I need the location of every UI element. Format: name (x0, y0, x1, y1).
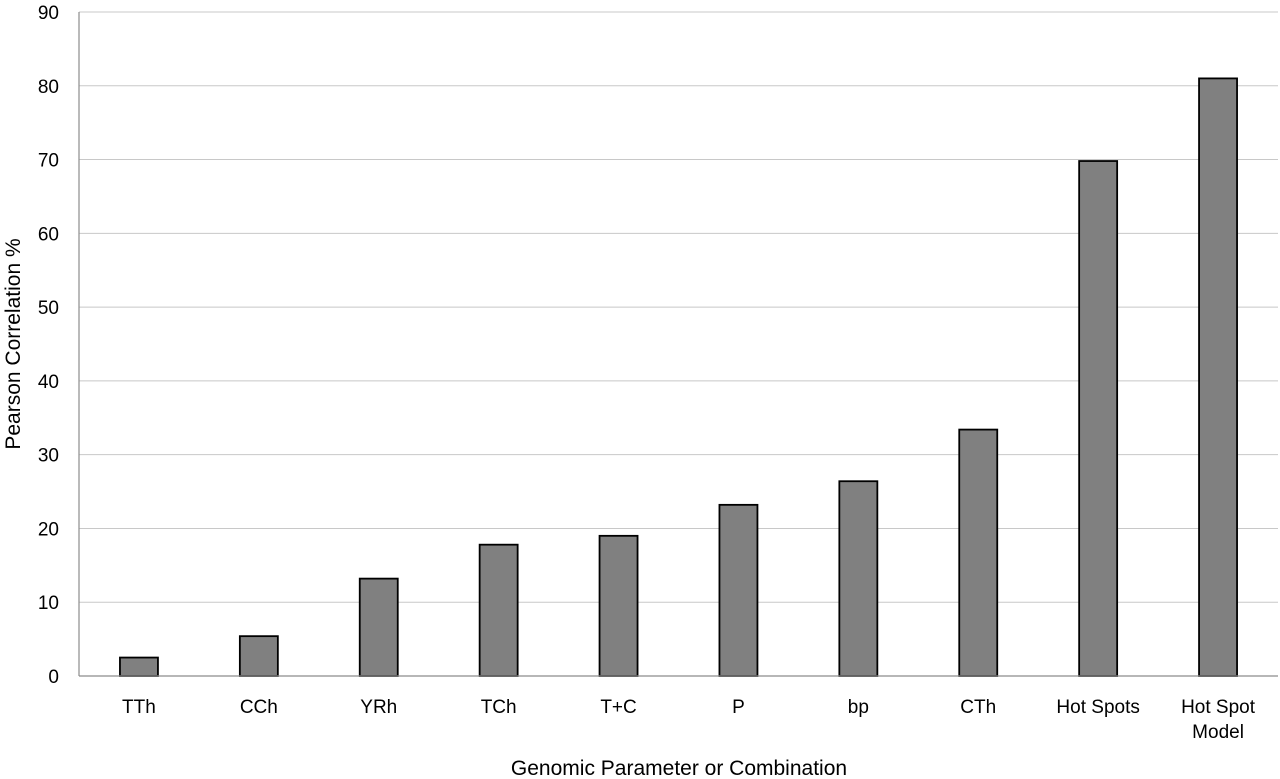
x-tick-label: T+C (600, 697, 636, 718)
y-tick-label: 70 (38, 151, 59, 172)
bar (358, 577, 399, 677)
y-tick-label: 10 (38, 593, 59, 614)
bar (119, 656, 159, 677)
x-tick-label: TCh (481, 697, 517, 718)
x-tick-label: CCh (240, 697, 278, 718)
bar (958, 428, 999, 677)
y-tick-label: 30 (38, 446, 59, 467)
y-tick-label: 60 (38, 224, 59, 245)
x-tick-label: TTh (122, 697, 156, 718)
y-tick-label: 40 (38, 372, 59, 393)
bar (238, 635, 279, 677)
x-tick-label: Hot Spot (1181, 697, 1256, 718)
x-tick-label: CTh (960, 697, 996, 718)
x-tick-label: Model (1192, 722, 1244, 743)
bar (598, 534, 639, 677)
bar (838, 480, 879, 677)
axes (78, 12, 1278, 677)
x-tick-label: Hot Spots (1056, 697, 1139, 718)
x-tick-label: YRh (360, 697, 397, 718)
x-axis-title: Genomic Parameter or Combination (511, 757, 847, 779)
y-tick-label: 50 (38, 298, 59, 319)
y-tick-label: 20 (38, 519, 59, 540)
gridlines (79, 11, 1278, 603)
x-tick-label: bp (848, 697, 869, 718)
bar (1078, 160, 1119, 677)
y-tick-label: 90 (38, 3, 59, 24)
y-axis-title: Pearson Correlation % (2, 238, 25, 449)
x-tick-label: P (732, 697, 745, 718)
bar (718, 503, 759, 677)
bar (478, 543, 519, 677)
y-tick-labels: 0 10 20 30 40 50 60 70 80 90 (38, 3, 59, 688)
bar (1198, 77, 1238, 677)
y-tick-label: 80 (38, 77, 59, 98)
bars (119, 77, 1238, 677)
y-tick-label: 0 (48, 667, 59, 688)
